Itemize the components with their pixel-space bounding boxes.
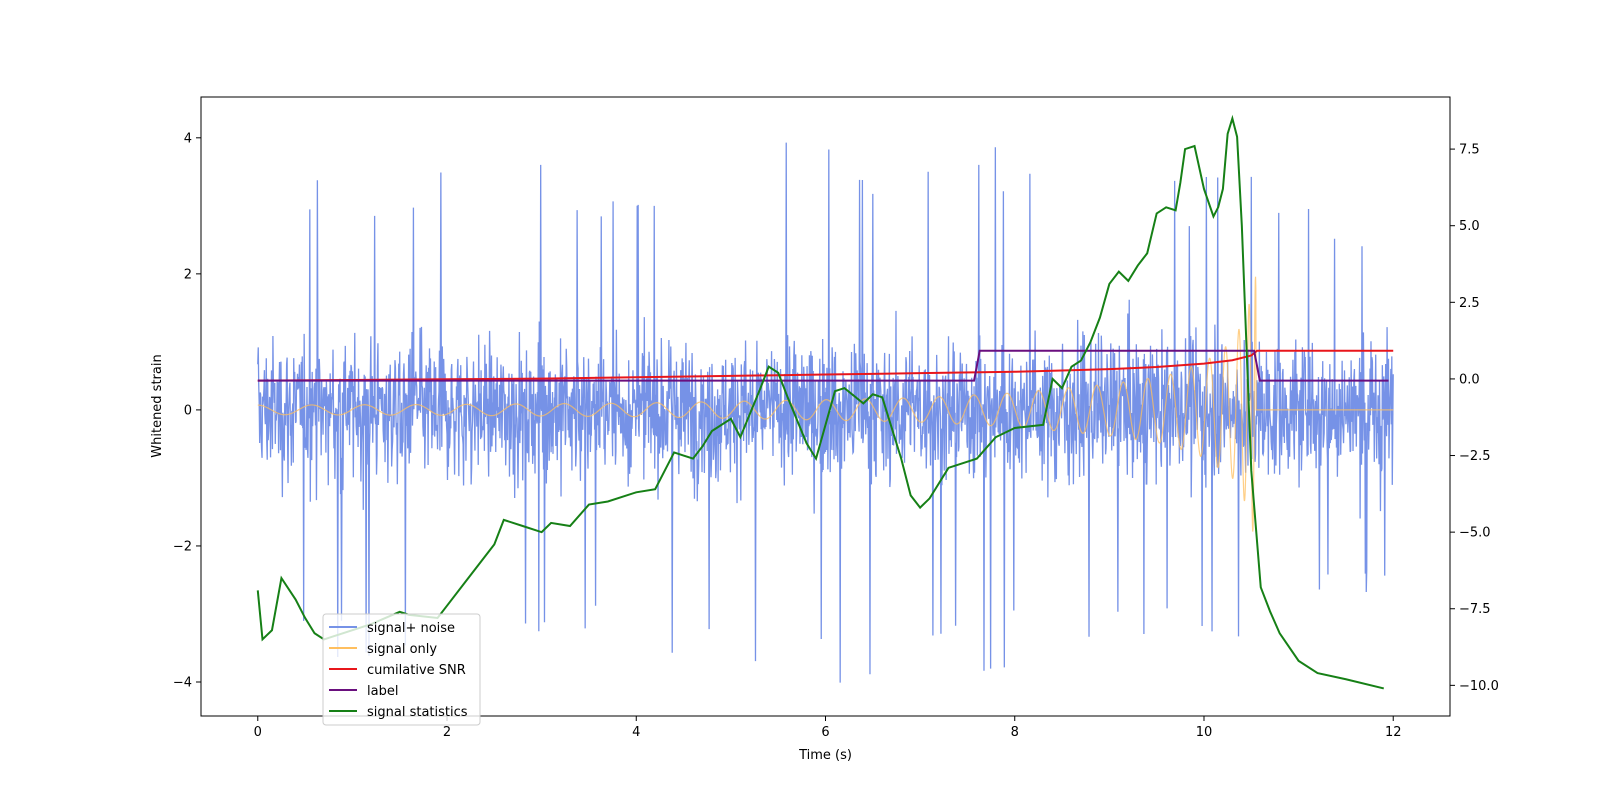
x-tick-label: 8 (1011, 725, 1019, 740)
legend-label-signal-statistics: signal statistics (367, 705, 468, 720)
right-y-axis: −10.0 −7.5 −5.0 −2.5 0.0 2.5 5.0 7.5 (1450, 143, 1499, 694)
legend-label-cumulative-snr: cumilative SNR (367, 663, 466, 678)
y-tick-label: 0 (184, 403, 192, 418)
y2-tick-label: 5.0 (1459, 219, 1480, 234)
series-signal-noise (257, 142, 1394, 683)
legend-box (322, 613, 481, 726)
y-tick-label: 4 (184, 131, 192, 146)
x-axis: 0 2 4 6 8 10 12 (254, 716, 1402, 740)
y2-tick-label: −5.0 (1459, 526, 1491, 541)
y-tick-label: −2 (173, 539, 192, 554)
legend-label-label: label (367, 684, 398, 699)
legend-label-signal-noise: signal+ noise (367, 621, 455, 636)
y-tick-label: −4 (173, 675, 192, 690)
y2-tick-label: 2.5 (1459, 296, 1480, 311)
x-tick-label: 4 (632, 725, 640, 740)
x-tick-label: 12 (1385, 725, 1402, 740)
x-tick-label: 0 (254, 725, 262, 740)
x-tick-label: 6 (821, 725, 829, 740)
y-axis-label: Whitened strain (150, 354, 165, 457)
series-signal-only (257, 276, 1394, 532)
legend-label-signal-only: signal only (367, 642, 437, 657)
series-cumulative-snr (257, 349, 1394, 382)
series-label (257, 349, 1389, 382)
series-signal-statistics (256, 114, 1385, 690)
y2-tick-label: −2.5 (1459, 449, 1491, 464)
y2-tick-label: −7.5 (1459, 602, 1491, 617)
series-layer (256, 114, 1394, 690)
y2-tick-label: −10.0 (1459, 679, 1499, 694)
y2-tick-label: 7.5 (1459, 143, 1480, 158)
x-axis-label: Time (s) (798, 748, 852, 763)
y-tick-label: 2 (184, 267, 192, 282)
left-y-axis: −4 −2 0 2 4 (173, 131, 201, 690)
legend: signal+ noise signal only cumilative SNR… (322, 613, 481, 726)
x-tick-label: 10 (1196, 725, 1213, 740)
y2-tick-label: 0.0 (1459, 372, 1480, 387)
x-tick-label: 2 (443, 725, 451, 740)
